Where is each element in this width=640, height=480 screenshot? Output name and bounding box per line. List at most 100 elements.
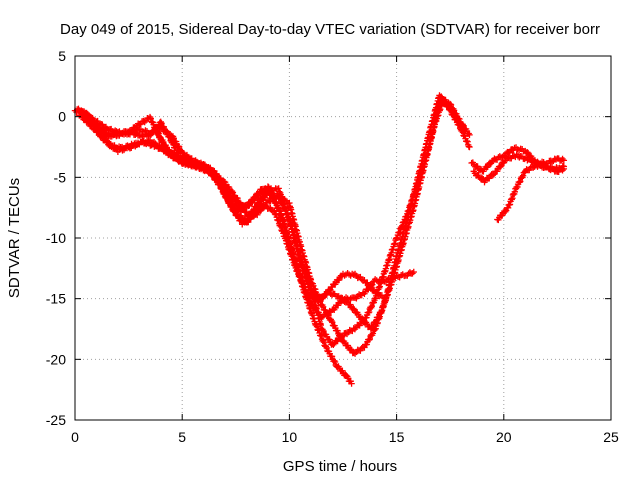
- data-point: [156, 134, 164, 141]
- x-tick-label: 15: [389, 429, 405, 445]
- data-point: [489, 172, 497, 179]
- data-point: [251, 194, 258, 202]
- y-tick-label: 0: [58, 109, 66, 125]
- data-point: [157, 118, 164, 126]
- data-point: [523, 148, 531, 156]
- data-point: [170, 135, 177, 142]
- data-point: [169, 149, 176, 157]
- data-point: [365, 336, 373, 344]
- y-tick-label: -20: [46, 351, 66, 367]
- x-tick-label: 0: [71, 429, 79, 445]
- data-point: [328, 353, 336, 360]
- data-point: [157, 134, 164, 142]
- data-point: [234, 194, 241, 202]
- data-point: [464, 138, 471, 145]
- data-point: [96, 129, 104, 136]
- data-point: [224, 195, 231, 202]
- data-point: [347, 346, 354, 353]
- data-point: [516, 179, 523, 186]
- data-point: [342, 297, 350, 305]
- data-point: [448, 106, 456, 113]
- data-point: [369, 330, 377, 337]
- data-point: [252, 193, 259, 201]
- data-point: [326, 336, 333, 343]
- data-point: [228, 203, 235, 210]
- y-tick-label: 5: [58, 48, 66, 64]
- data-point: [237, 200, 244, 207]
- data-point: [231, 209, 239, 216]
- data-point: [209, 172, 216, 179]
- data-point: [261, 194, 268, 201]
- data-point: [331, 358, 339, 366]
- data-point: [330, 341, 337, 348]
- series-track-9: [494, 162, 568, 224]
- data-point: [329, 319, 336, 326]
- data-point: [409, 270, 416, 277]
- y-tick-label: -25: [46, 412, 66, 428]
- data-point: [323, 344, 330, 352]
- y-tick-label: -5: [54, 169, 67, 185]
- data-point: [192, 157, 199, 164]
- data-point: [365, 308, 373, 316]
- data-point: [530, 157, 538, 165]
- data-point: [375, 313, 382, 321]
- grid-lines: [75, 56, 611, 420]
- data-point: [146, 113, 154, 121]
- data-point: [279, 201, 286, 208]
- data-point: [350, 305, 357, 312]
- data-point: [560, 157, 568, 164]
- data-point: [560, 165, 568, 173]
- data-point: [462, 128, 469, 135]
- data-point: [210, 173, 217, 180]
- data-point: [202, 166, 210, 173]
- data-point: [519, 172, 527, 179]
- y-tick-label: -15: [46, 291, 66, 307]
- data-point: [369, 281, 376, 288]
- data-point: [206, 168, 214, 175]
- data-point: [88, 114, 95, 121]
- data-point: [276, 195, 284, 202]
- data-point: [334, 327, 341, 335]
- data-point: [261, 201, 269, 209]
- data-point: [445, 102, 453, 109]
- data-point: [559, 167, 566, 174]
- data-point: [524, 149, 532, 157]
- data-point: [319, 303, 327, 311]
- data-point: [496, 163, 504, 171]
- data-point: [465, 130, 472, 137]
- data-point: [221, 191, 229, 199]
- data-point: [484, 163, 491, 171]
- data-point: [229, 189, 237, 196]
- data-point: [101, 135, 109, 142]
- data-point: [559, 155, 566, 163]
- series-track-6: [153, 96, 469, 332]
- data-point: [358, 315, 366, 322]
- data-point: [226, 199, 233, 207]
- data-point: [219, 185, 226, 193]
- data-point: [493, 168, 501, 175]
- x-tick-label: 20: [496, 429, 512, 445]
- data-point: [236, 199, 244, 206]
- y-axis-label: SDTVAR / TECUs: [6, 178, 23, 298]
- data-point: [338, 333, 346, 341]
- data-point: [368, 302, 376, 310]
- data-point: [147, 115, 154, 122]
- chart-title: Day 049 of 2015, Sidereal Day-to-day VTE…: [60, 21, 600, 38]
- data-point: [369, 323, 376, 331]
- data-point: [454, 115, 461, 122]
- data-point: [320, 327, 327, 335]
- data-point: [179, 148, 186, 156]
- x-tick-label: 25: [603, 429, 619, 445]
- data-point: [335, 276, 343, 284]
- data-point: [466, 143, 473, 151]
- series-track-4: [78, 107, 355, 387]
- data-point: [365, 309, 372, 316]
- data-point: [325, 312, 332, 319]
- data-point: [457, 119, 464, 126]
- data-point: [517, 178, 524, 185]
- data-point: [94, 125, 101, 133]
- data-point: [218, 184, 225, 191]
- data-series: [71, 92, 568, 387]
- data-point: [228, 187, 236, 195]
